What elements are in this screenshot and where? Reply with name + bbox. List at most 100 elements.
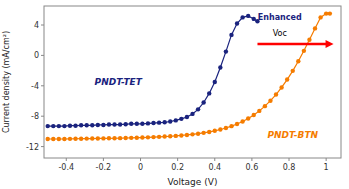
series-point xyxy=(213,80,217,84)
y-tick xyxy=(41,25,44,26)
series-point xyxy=(229,124,233,128)
series-point xyxy=(101,136,105,140)
x-tick xyxy=(214,158,215,161)
series-point xyxy=(46,124,50,128)
series-point xyxy=(285,77,289,81)
series-point xyxy=(118,136,122,140)
y-tick-label: -4 xyxy=(31,82,39,91)
annotation: Voc xyxy=(273,29,287,38)
series-point xyxy=(90,136,94,140)
series-point xyxy=(196,107,200,111)
series-point xyxy=(201,100,205,104)
series-label: PNDT-BTN xyxy=(267,130,318,140)
series-point xyxy=(190,112,194,116)
series-point xyxy=(307,38,311,42)
x-axis-label: Voltage (V) xyxy=(168,177,218,187)
y-tick-label: -8 xyxy=(31,112,39,121)
series-point xyxy=(302,49,306,53)
series-point xyxy=(162,134,166,138)
y-tick xyxy=(41,116,44,117)
series-point xyxy=(224,49,228,53)
y-tick xyxy=(41,146,44,147)
series-point xyxy=(51,137,55,141)
series-point xyxy=(252,113,256,117)
series-point xyxy=(151,121,155,125)
series-point xyxy=(196,131,200,135)
series-point xyxy=(57,124,61,128)
series-point xyxy=(146,121,150,125)
series-point xyxy=(68,137,72,141)
series-point xyxy=(112,122,116,126)
chart: -0.4-0.200.20.40.60.81-12-8-404Voltage (… xyxy=(0,0,349,189)
series-point xyxy=(57,137,61,141)
series-label: PNDT-TET xyxy=(95,77,143,87)
series-point xyxy=(84,136,88,140)
y-tick xyxy=(41,85,44,86)
y-tick-label: -12 xyxy=(26,143,39,152)
x-tick xyxy=(103,158,104,161)
series-point xyxy=(101,123,105,127)
plot-frame xyxy=(44,6,341,158)
x-tick-label: 0.2 xyxy=(171,163,184,172)
series-point xyxy=(268,98,272,102)
annotation: Enhanced xyxy=(258,13,302,22)
x-tick-label: -0.4 xyxy=(58,163,74,172)
series-point xyxy=(157,120,161,124)
series-point xyxy=(90,123,94,127)
series-point xyxy=(123,122,127,126)
series-point xyxy=(318,15,322,19)
series-point xyxy=(174,118,178,122)
x-tick xyxy=(177,158,178,161)
series-point xyxy=(179,117,183,121)
series-point xyxy=(135,136,139,140)
series-point xyxy=(246,14,250,18)
series-point xyxy=(135,122,139,126)
series-point xyxy=(112,136,116,140)
series-point xyxy=(190,132,194,136)
series-point xyxy=(96,136,100,140)
series-point xyxy=(224,126,228,130)
series-point xyxy=(207,91,211,95)
series-point xyxy=(168,134,172,138)
x-tick-label: 0.8 xyxy=(283,163,296,172)
series-point xyxy=(51,124,55,128)
series-point xyxy=(218,65,222,69)
y-tick xyxy=(41,55,44,56)
x-tick-label: 0.4 xyxy=(208,163,221,172)
series-point xyxy=(218,127,222,131)
x-tick xyxy=(140,158,141,161)
series-point xyxy=(185,115,189,119)
y-tick-label: 0 xyxy=(34,51,39,60)
x-tick xyxy=(326,158,327,161)
series-point xyxy=(174,134,178,138)
series-point xyxy=(129,136,133,140)
series-point xyxy=(107,136,111,140)
series-point xyxy=(73,137,77,141)
series-point xyxy=(84,123,88,127)
series-point xyxy=(185,133,189,137)
series-line xyxy=(48,14,330,139)
series-point xyxy=(291,69,295,73)
series-point xyxy=(151,135,155,139)
series-point xyxy=(296,59,300,63)
series-point xyxy=(257,109,261,113)
series-point xyxy=(79,136,83,140)
series-point xyxy=(252,17,256,21)
series-point xyxy=(246,116,250,120)
arrow-head xyxy=(326,40,334,48)
series-point xyxy=(146,135,150,139)
series-point xyxy=(96,123,100,127)
plot-data xyxy=(46,11,333,141)
x-tick-label: 0.6 xyxy=(246,163,259,172)
series-point xyxy=(279,85,283,89)
series-point xyxy=(213,129,217,133)
series-point xyxy=(140,135,144,139)
series-point xyxy=(263,104,267,108)
series-point xyxy=(157,135,161,139)
series-point xyxy=(240,119,244,123)
series-point xyxy=(79,123,83,127)
x-tick xyxy=(66,158,67,161)
x-tick xyxy=(289,158,290,161)
series-point xyxy=(201,131,205,135)
series-point xyxy=(235,21,239,25)
